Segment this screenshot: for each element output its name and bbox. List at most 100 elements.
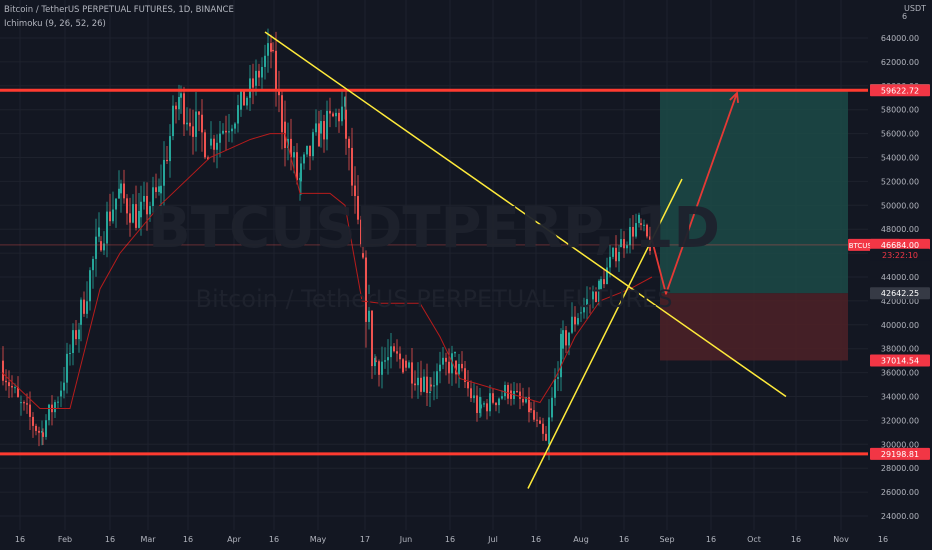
candle-body-62: [180, 93, 182, 98]
candle-body-49: [143, 195, 145, 202]
candle-body-162: [467, 381, 469, 389]
candle-body-15: [45, 420, 47, 437]
time-tick-5: Apr: [227, 535, 242, 544]
candle-body-13: [41, 430, 43, 433]
price-label-3: 46684.00: [881, 241, 919, 250]
candle-body-187: [539, 420, 541, 424]
candle-body-26: [78, 329, 80, 340]
candle-body-35: [103, 243, 105, 251]
price-label-5: 42642.25: [881, 289, 919, 298]
time-tick-3: Mar: [140, 535, 156, 544]
chart-title: Bitcoin / TetherUS PERPETUAL FUTURES, 1D…: [4, 5, 234, 15]
candle-body-4: [14, 387, 16, 389]
candle-body-58: [169, 136, 171, 162]
price-tick-2: 28000.00: [881, 464, 919, 473]
candle-body-18: [54, 402, 56, 413]
candle-body-16: [48, 404, 50, 421]
candle-body-63: [183, 93, 185, 125]
candle-body-52: [152, 187, 154, 207]
horizontal-levels: [0, 88, 868, 456]
candle-body-67: [195, 111, 197, 137]
candle-body-10: [32, 416, 34, 426]
indicator-label[interactable]: Ichimoku (9, 26, 52, 26): [4, 19, 106, 29]
price-tick-13: 50000.00: [881, 201, 919, 210]
candle-body-138: [399, 353, 401, 360]
candle-body-21: [63, 382, 65, 391]
candle-body-82: [240, 90, 242, 110]
target-zone: [660, 89, 848, 294]
candle-body-100: [293, 152, 295, 158]
candle-body-206: [595, 291, 597, 303]
candle-body-169: [486, 403, 488, 412]
candle-body-28: [83, 299, 85, 314]
candle-body-217: [626, 245, 628, 249]
candle-body-106: [309, 145, 311, 157]
candle-body-172: [495, 402, 497, 406]
candle-body-5: [17, 387, 19, 398]
candle-body-213: [615, 247, 617, 262]
candle-body-98: [287, 138, 289, 148]
time-axis: 16 Feb 16 Mar 16 Apr 16 May 17 Jun 16 Jul 16 Aug 16 Sep…: [15, 535, 888, 544]
candle-body-207: [598, 280, 600, 303]
time-tick-19: Nov: [833, 535, 849, 544]
price-labels: 59649.0659622.72BTCUSDTPERP46684.0023:22…: [848, 83, 930, 460]
candle-body-189: [545, 433, 547, 441]
candle-body-177: [510, 390, 512, 399]
candle-body-33: [98, 227, 100, 237]
candle-body-83: [243, 90, 245, 106]
candle-body-159: [458, 363, 460, 375]
candle-body-147: [426, 376, 428, 393]
candle-body-173: [498, 398, 500, 406]
candle-body-36: [106, 211, 108, 244]
candle-body-54: [158, 186, 160, 192]
candle-body-175: [504, 384, 506, 397]
candle-body-73: [213, 138, 215, 150]
candle-body-199: [574, 316, 576, 325]
candle-body-45: [132, 204, 134, 223]
candle-body-7: [23, 402, 25, 404]
candle-body-154: [445, 357, 447, 362]
candle-body-23: [69, 353, 71, 355]
candle-body-146: [423, 376, 425, 392]
candle-body-195: [562, 330, 564, 349]
candle-body-156: [451, 353, 453, 374]
candle-body-224: [646, 224, 648, 237]
price-label-7: 29198.81: [881, 450, 919, 459]
candle-body-74: [216, 142, 218, 150]
candle-body-181: [522, 398, 524, 403]
candle-body-205: [592, 291, 594, 300]
candle-body-184: [530, 408, 532, 411]
time-tick-8: 17: [360, 535, 370, 544]
candle-body-84: [246, 97, 248, 106]
time-tick-7: May: [310, 535, 327, 544]
time-tick-17: Oct: [747, 535, 761, 544]
price-label-1: 59622.72: [881, 86, 919, 95]
time-tick-2: 16: [105, 535, 115, 544]
candle-body-171: [492, 393, 494, 403]
candle-body-126: [365, 257, 367, 322]
candle-body-135: [390, 346, 392, 358]
price-tick-16: 56000.00: [881, 130, 919, 139]
projection-path: [650, 92, 738, 295]
candle-body-193: [557, 377, 559, 379]
candle-body-81: [237, 105, 239, 124]
candle-body-93: [272, 49, 274, 51]
time-tick-10: 16: [445, 535, 455, 544]
candle-body-9: [29, 404, 31, 417]
candle-body-48: [140, 201, 142, 218]
candle-body-124: [360, 219, 362, 245]
time-tick-12: 16: [531, 535, 541, 544]
candle-body-19: [57, 401, 59, 403]
candle-body-188: [542, 423, 544, 434]
candle-body-108: [315, 123, 317, 133]
trendlines: [264, 31, 787, 489]
time-tick-18: 16: [791, 535, 801, 544]
candle-body-25: [75, 330, 77, 340]
price-label-bg-6: [870, 354, 930, 367]
candle-body-107: [312, 132, 314, 157]
time-tick-13: Aug: [573, 535, 589, 544]
candle-body-115: [335, 112, 337, 117]
candle-body-91: [267, 43, 269, 56]
candle-body-167: [480, 404, 482, 409]
